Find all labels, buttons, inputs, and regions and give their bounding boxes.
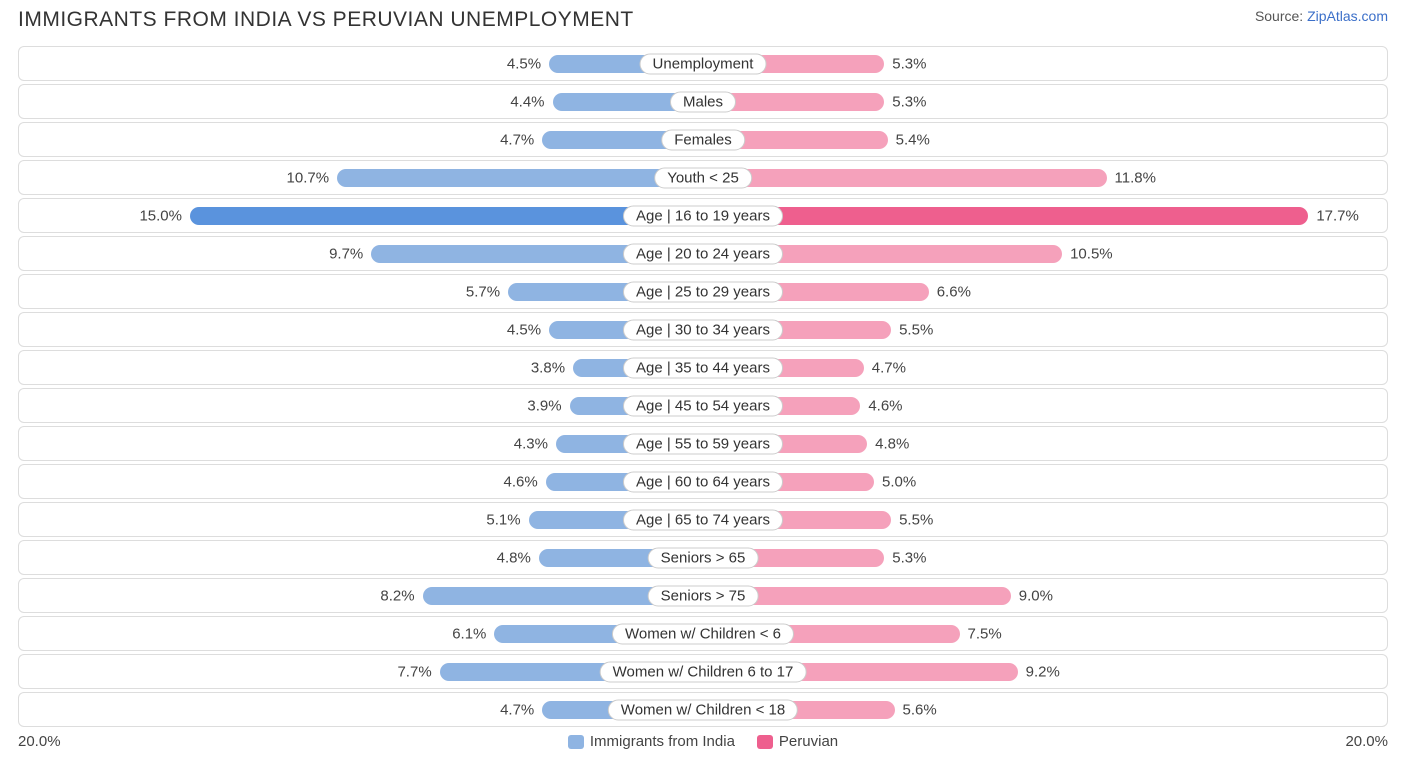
value-right: 17.7% [1316, 207, 1359, 224]
value-left: 4.5% [507, 321, 541, 338]
value-left: 15.0% [139, 207, 182, 224]
legend-item-right: Peruvian [757, 733, 838, 750]
chart-row: 9.7% 10.5% Age | 20 to 24 years [18, 236, 1388, 271]
legend-label-left: Immigrants from India [590, 733, 735, 750]
value-left: 3.8% [531, 359, 565, 376]
value-left: 4.5% [507, 55, 541, 72]
row-label: Seniors > 65 [648, 547, 759, 568]
legend-label-right: Peruvian [779, 733, 838, 750]
chart-rows: 4.5% 5.3% Unemployment 4.4% 5.3% Males 4.7% 5.4… [18, 46, 1388, 727]
chart-row: 4.7% 5.6% Women w/ Children < 18 [18, 692, 1388, 727]
bar-right [703, 207, 1308, 225]
source-link[interactable]: ZipAtlas.com [1307, 8, 1388, 24]
value-left: 9.7% [329, 245, 363, 262]
chart-row: 5.7% 6.6% Age | 25 to 29 years [18, 274, 1388, 309]
legend-item-left: Immigrants from India [568, 733, 735, 750]
value-left: 4.8% [497, 549, 531, 566]
chart-container: IMMIGRANTS FROM INDIA VS PERUVIAN UNEMPL… [0, 0, 1406, 760]
row-label: Women w/ Children 6 to 17 [600, 661, 807, 682]
axis-row: 20.0% Immigrants from India Peruvian 20.… [18, 733, 1388, 750]
value-right: 5.4% [896, 131, 930, 148]
value-left: 4.6% [503, 473, 537, 490]
bar-left [337, 169, 703, 187]
row-label: Women w/ Children < 18 [608, 699, 798, 720]
chart-row: 4.6% 5.0% Age | 60 to 64 years [18, 464, 1388, 499]
chart-row: 15.0% 17.7% Age | 16 to 19 years [18, 198, 1388, 233]
value-right: 6.6% [937, 283, 971, 300]
value-left: 4.7% [500, 701, 534, 718]
value-left: 10.7% [287, 169, 330, 186]
value-left: 4.4% [510, 93, 544, 110]
value-right: 4.6% [868, 397, 902, 414]
value-left: 6.1% [452, 625, 486, 642]
value-right: 10.5% [1070, 245, 1113, 262]
row-label: Age | 65 to 74 years [623, 509, 783, 530]
value-right: 4.8% [875, 435, 909, 452]
value-right: 5.3% [892, 549, 926, 566]
legend-swatch-right-icon [757, 735, 773, 749]
value-right: 7.5% [968, 625, 1002, 642]
row-label: Youth < 25 [654, 167, 752, 188]
value-right: 9.0% [1019, 587, 1053, 604]
value-right: 11.8% [1115, 169, 1156, 186]
value-right: 4.7% [872, 359, 906, 376]
row-label: Age | 35 to 44 years [623, 357, 783, 378]
chart-row: 10.7% 11.8% Youth < 25 [18, 160, 1388, 195]
chart-row: 8.2% 9.0% Seniors > 75 [18, 578, 1388, 613]
value-left: 7.7% [397, 663, 431, 680]
value-right: 9.2% [1026, 663, 1060, 680]
row-label: Females [661, 129, 745, 150]
chart-row: 6.1% 7.5% Women w/ Children < 6 [18, 616, 1388, 651]
value-right: 5.0% [882, 473, 916, 490]
row-label: Age | 16 to 19 years [623, 205, 783, 226]
value-right: 5.3% [892, 93, 926, 110]
value-right: 5.5% [899, 511, 933, 528]
legend-swatch-left-icon [568, 735, 584, 749]
chart-row: 3.8% 4.7% Age | 35 to 44 years [18, 350, 1388, 385]
value-right: 5.6% [903, 701, 937, 718]
legend: Immigrants from India Peruvian [568, 733, 838, 750]
row-label: Age | 45 to 54 years [623, 395, 783, 416]
row-label: Age | 55 to 59 years [623, 433, 783, 454]
value-left: 5.7% [466, 283, 500, 300]
row-label: Age | 30 to 34 years [623, 319, 783, 340]
row-label: Males [670, 91, 736, 112]
chart-row: 3.9% 4.6% Age | 45 to 54 years [18, 388, 1388, 423]
source-label: Source: [1255, 8, 1303, 24]
bar-right [703, 169, 1107, 187]
chart-row: 7.7% 9.2% Women w/ Children 6 to 17 [18, 654, 1388, 689]
chart-title: IMMIGRANTS FROM INDIA VS PERUVIAN UNEMPL… [18, 8, 634, 32]
value-left: 5.1% [486, 511, 520, 528]
row-label: Age | 60 to 64 years [623, 471, 783, 492]
chart-header: IMMIGRANTS FROM INDIA VS PERUVIAN UNEMPL… [18, 8, 1388, 32]
chart-row: 4.5% 5.3% Unemployment [18, 46, 1388, 81]
chart-row: 4.4% 5.3% Males [18, 84, 1388, 119]
chart-row: 5.1% 5.5% Age | 65 to 74 years [18, 502, 1388, 537]
value-left: 4.7% [500, 131, 534, 148]
value-left: 8.2% [380, 587, 414, 604]
value-left: 4.3% [514, 435, 548, 452]
row-label: Age | 20 to 24 years [623, 243, 783, 264]
value-left: 3.9% [527, 397, 561, 414]
chart-source: Source: ZipAtlas.com [1255, 8, 1388, 24]
chart-row: 4.3% 4.8% Age | 55 to 59 years [18, 426, 1388, 461]
row-label: Women w/ Children < 6 [612, 623, 794, 644]
axis-left-max: 20.0% [18, 733, 61, 750]
row-label: Age | 25 to 29 years [623, 281, 783, 302]
row-label: Seniors > 75 [648, 585, 759, 606]
chart-row: 4.7% 5.4% Females [18, 122, 1388, 157]
row-label: Unemployment [640, 53, 767, 74]
value-right: 5.3% [892, 55, 926, 72]
chart-row: 4.5% 5.5% Age | 30 to 34 years [18, 312, 1388, 347]
axis-right-max: 20.0% [1345, 733, 1388, 750]
chart-row: 4.8% 5.3% Seniors > 65 [18, 540, 1388, 575]
value-right: 5.5% [899, 321, 933, 338]
